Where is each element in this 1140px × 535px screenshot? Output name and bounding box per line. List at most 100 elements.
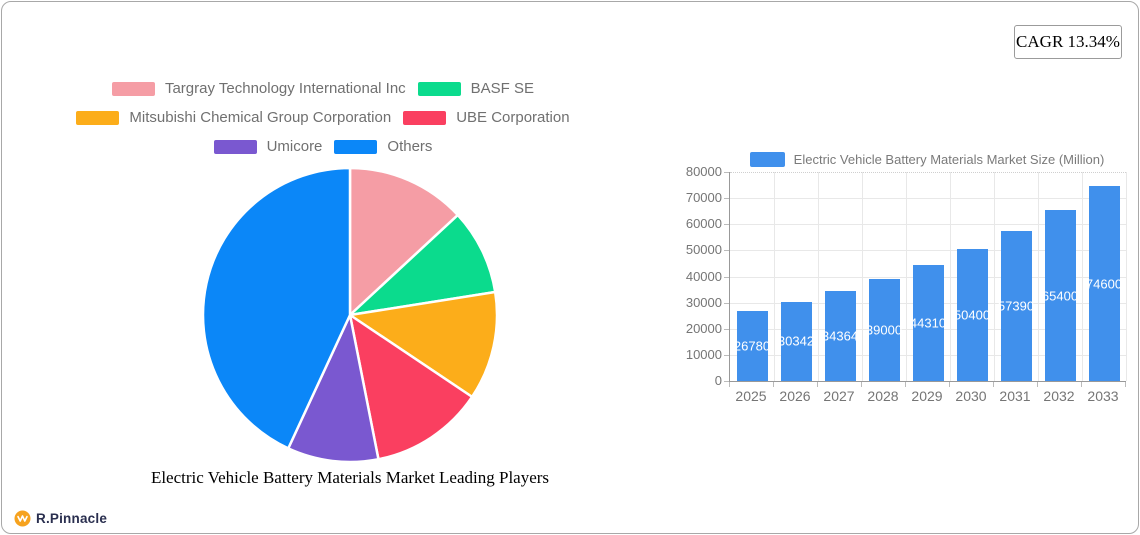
y-axis-tick-label: 20000 [685,320,722,336]
pie-chart-title: Electric Vehicle Battery Materials Marke… [150,468,550,487]
bar-plot-area: 26780 30342 34364 39000 44310 50400 57390 65400… [729,172,1127,382]
bar[interactable] [824,291,856,381]
gridline-horizontal [730,198,1126,200]
bar-value-label: 34364 [821,328,859,344]
gridline-vertical [906,172,907,381]
x-axis-tick [729,382,730,387]
gridline-vertical [862,172,863,381]
bar[interactable] [1044,210,1076,381]
legend-item-targray[interactable]: Targray Technology International Inc [111,80,406,97]
y-axis-tick-label: 80000 [685,164,722,179]
bar[interactable] [1088,186,1120,381]
x-axis-tick [861,382,862,387]
bar-value-label: 50400 [953,307,991,323]
y-axis-tick [724,381,729,382]
y-axis-tick-label: 10000 [685,346,722,362]
x-axis-tick [905,382,906,387]
gridline-vertical [1038,172,1039,381]
gridline-horizontal [730,172,1126,173]
bar[interactable] [1000,231,1032,381]
y-axis-tick [724,302,729,304]
legend-item-mitsubishi[interactable]: Mitsubishi Chemical Group Corporation [76,109,391,126]
x-axis-tick-label: 2031 [999,388,1031,404]
bar-value-label: 30342 [777,333,815,349]
bar-legend-swatch [749,152,785,167]
legend-item-others[interactable]: Others [334,138,432,155]
bar[interactable] [956,249,988,381]
legend-swatch-others [334,139,378,154]
pie-chart [201,166,499,464]
bar-value-label: 26780 [733,338,771,354]
gridline-horizontal [730,224,1126,226]
legend-item-umicore[interactable]: Umicore [213,138,323,155]
legend-item-ube[interactable]: UBE Corporation [403,109,570,126]
gridline-vertical [1082,172,1083,381]
legend-swatch-mitsubishi [76,110,120,125]
bar[interactable] [736,311,768,381]
bar-value-label: 74600 [1085,276,1123,292]
pie-slice[interactable] [287,313,380,464]
y-axis-tick-label: 50000 [685,242,722,258]
bar-value-label: 39000 [865,322,903,338]
legend-label-mitsubishi: Mitsubishi Chemical Group Corporation [129,109,392,126]
y-axis-tick-label: 70000 [685,190,722,206]
y-axis-tick-label: 0 [714,373,722,388]
pie-slice[interactable] [348,290,499,399]
brand: R.Pinnacle [14,510,107,527]
y-axis-tick [724,328,729,330]
y-axis-tick [724,224,729,226]
bar-value-label: 44310 [909,315,947,331]
x-axis-tick-label: 2030 [955,388,987,404]
cagr-badge: CAGR 13.34% [1014,25,1122,59]
x-axis-tick-label: 2027 [823,388,855,404]
bar-value-label: 65400 [1041,288,1079,304]
y-axis-tick [724,172,729,173]
bar-value-label: 57390 [997,298,1035,314]
x-axis-tick-label: 2028 [867,388,899,404]
gridline-horizontal [730,250,1126,252]
pie-legend: Targray Technology International Inc BAS… [12,80,634,168]
bar[interactable] [868,279,900,381]
pie-legend-row: Targray Technology International Inc BAS… [12,80,634,97]
gridline-vertical [1126,172,1127,381]
y-axis-tick-label: 30000 [685,294,722,310]
bar[interactable] [912,265,944,381]
x-axis-tick-label: 2026 [779,388,811,404]
legend-swatch-targray [111,81,155,96]
brand-logo-icon [14,510,31,527]
bar[interactable] [780,301,812,381]
y-axis-tick [724,250,729,252]
x-axis-tick-label: 2025 [735,388,767,404]
x-axis-tick [1037,382,1038,387]
pie-slice[interactable] [348,166,460,317]
y-axis-tick-label: 60000 [685,216,722,232]
gridline-vertical [950,172,951,381]
brand-name: R.Pinnacle [36,511,108,526]
x-axis-tick [773,382,774,387]
x-axis-tick-label: 2029 [911,388,943,404]
legend-label-basf: BASF SE [470,80,535,97]
legend-label-targray: Targray Technology International Inc [164,80,406,97]
pie-slice[interactable] [201,166,352,450]
x-axis-tick [949,382,950,387]
x-axis-tick [993,382,994,387]
pie-slice[interactable] [348,213,497,317]
x-axis-tick [1125,382,1126,387]
pie-slice[interactable] [348,313,474,461]
legend-label-ube: UBE Corporation [456,109,570,126]
bar-legend-label: Electric Vehicle Battery Materials Marke… [793,152,1105,167]
bar-legend-item[interactable]: Electric Vehicle Battery Materials Marke… [729,152,1125,167]
y-axis-tick [724,354,729,356]
gridline-vertical [774,172,775,381]
pie-legend-row: Mitsubishi Chemical Group Corporation UB… [12,109,634,126]
legend-label-others: Others [387,138,433,155]
legend-label-umicore: Umicore [266,138,323,155]
legend-swatch-ube [403,110,447,125]
x-axis-tick-label: 2032 [1043,388,1075,404]
gridline-vertical [818,172,819,381]
x-axis-tick [817,382,818,387]
legend-item-basf[interactable]: BASF SE [417,80,535,97]
legend-swatch-umicore [213,139,257,154]
y-axis-tick [724,276,729,278]
